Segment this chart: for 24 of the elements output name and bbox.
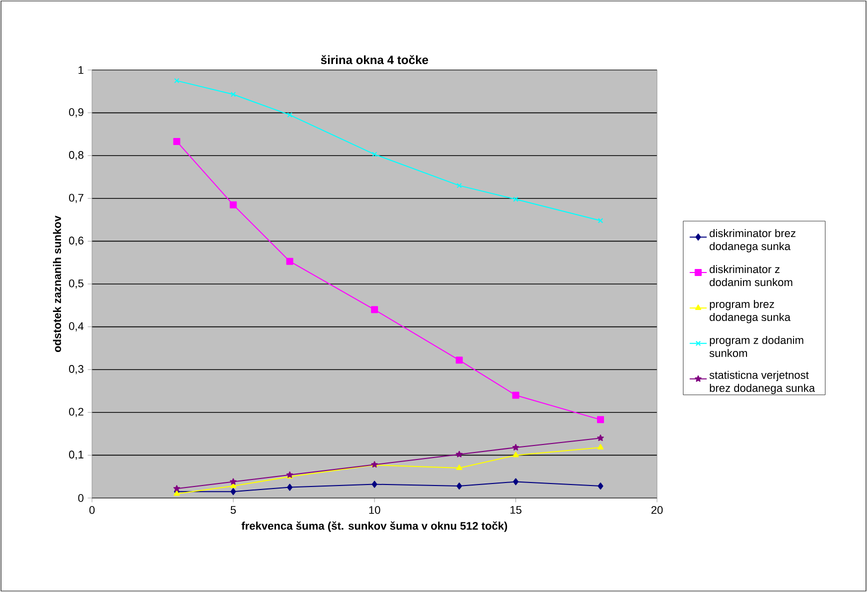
- x-tick-label: 10: [369, 506, 380, 514]
- y-tick-label: 0,2: [69, 408, 84, 417]
- x-tick-label: 0: [89, 506, 95, 514]
- y-axis-title: odstotek zaznanih sunkov: [52, 216, 62, 352]
- y-tick-label: 0,1: [69, 450, 84, 460]
- y-tick-label: 0,5: [69, 279, 84, 289]
- legend-label: diskriminator brez dodanega sunka: [710, 229, 796, 252]
- y-tick-label: 0,6: [69, 236, 84, 246]
- y-tick-label: 0,3: [69, 365, 84, 374]
- legend-label: program z dodanim sunkom: [710, 336, 804, 358]
- legend-label: program brez dodanega sunka: [710, 300, 791, 324]
- y-tick-label: 0,9: [69, 108, 84, 118]
- y-tick-label: 0,8: [69, 151, 84, 160]
- x-axis-title: frekvenca šuma (št. sunkov šuma v oknu 512 točk): [242, 521, 508, 532]
- x-tick-label: 15: [510, 506, 522, 514]
- y-tick-label: 1: [78, 66, 84, 74]
- x-tick-label: 20: [651, 506, 663, 514]
- y-tick-label: 0,7: [69, 194, 84, 203]
- y-tick-label: 0,4: [69, 322, 84, 332]
- legend-label: diskriminator z dodanim sunkom: [710, 265, 792, 286]
- y-tick-label: 0: [78, 494, 84, 502]
- legend-label: statisticna verjetnost brez dodanega sunka: [710, 370, 815, 394]
- chart-title: širina okna 4 točke: [320, 55, 428, 64]
- x-tick-label: 5: [230, 506, 236, 514]
